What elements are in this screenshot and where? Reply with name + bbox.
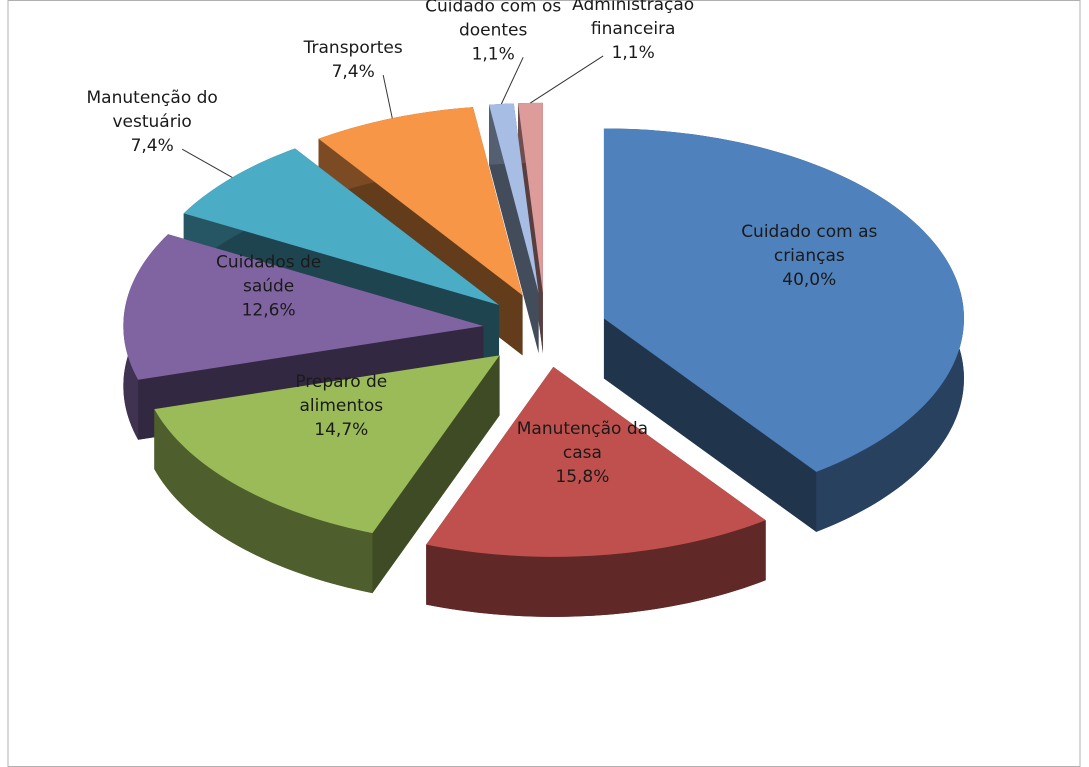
category-label: Manutenção do vestuário: [87, 88, 218, 132]
slice-top: [489, 103, 539, 293]
value-label: 15,8%: [555, 467, 609, 487]
category-label: Preparo de alimentos: [295, 372, 387, 416]
value-label: 14,7%: [314, 420, 368, 440]
category-label: Cuidados de saúde: [216, 253, 321, 297]
slice-top: [154, 355, 500, 534]
slice: [154, 355, 500, 594]
leader-line: [382, 74, 393, 119]
slice-side: [426, 520, 766, 617]
value-label: 7,4%: [131, 136, 174, 156]
value-label: 7,4%: [332, 62, 375, 82]
slice: [489, 103, 539, 353]
category-label: Transportes: [303, 38, 403, 58]
slice-top: [183, 148, 500, 306]
leader-line: [530, 55, 604, 104]
leader-line: [500, 57, 524, 105]
slice-wall: [603, 318, 817, 532]
value-label: 40,0%: [782, 270, 836, 290]
slice-top: [123, 234, 484, 380]
slice-top: [318, 107, 523, 296]
value-label: 1,1%: [472, 44, 515, 64]
category-label: Administração financeira: [572, 0, 694, 39]
pie: [123, 102, 964, 617]
leader-line: [181, 148, 233, 178]
value-label: 12,6%: [242, 301, 296, 321]
slice-top: [603, 128, 964, 472]
slice: [426, 366, 766, 617]
category-label: Cuidado com os doentes: [425, 0, 561, 40]
slice-side: [154, 409, 373, 594]
slice: [603, 128, 964, 532]
slice-wall: [489, 104, 539, 353]
labels: Cuidado com as crianças 40,0% Manutenção da…: [87, 0, 878, 487]
value-label: 1,1%: [612, 43, 655, 63]
category-label: Cuidado com as crianças: [741, 222, 877, 266]
category-label: Manutenção da casa: [517, 419, 648, 463]
slice-top: [426, 366, 766, 557]
slice-top: [518, 102, 543, 293]
